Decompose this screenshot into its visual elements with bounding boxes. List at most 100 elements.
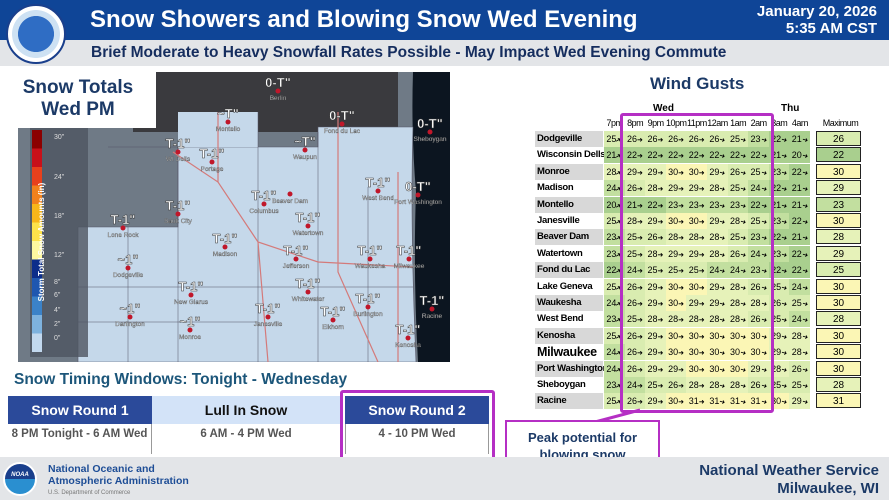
city-name: Monroe xyxy=(179,334,201,341)
location-dot xyxy=(209,159,215,165)
gust-cell: 26➜ xyxy=(645,131,666,147)
city-name: Burlington xyxy=(353,311,383,318)
gust-value: 24 xyxy=(709,265,720,276)
location-dot xyxy=(305,289,311,295)
wind-row: Watertown 23➜ 25➜ 28➜ 29➜ 29➜ 28➜ 26➜ 24➜ 23➜ 22➜ 2… xyxy=(535,245,861,262)
gust-value: 29 xyxy=(647,396,658,407)
snow-amount: 0-T" xyxy=(405,179,431,194)
gust-value: 29 xyxy=(709,216,720,226)
legend-swatch xyxy=(32,315,42,334)
gust-cell: 28➜ xyxy=(665,311,687,328)
wind-direction-arrow-icon: ➜ xyxy=(636,219,643,226)
gust-cell: 25➜ xyxy=(604,213,625,229)
gust-value: 22 xyxy=(606,265,617,276)
timing-title: Snow Timing Windows: Tonight - Wednesday xyxy=(14,371,348,388)
gust-value: 29 xyxy=(647,216,658,226)
wind-direction-arrow-icon: ➜ xyxy=(636,202,643,210)
gust-value: 28 xyxy=(709,314,720,325)
gust-cell: 22➜ xyxy=(686,147,707,164)
snow-amount: T-1" xyxy=(166,136,191,151)
gust-cell: 29➜ xyxy=(665,360,687,377)
gust-cell: 29➜ xyxy=(645,393,666,410)
gust-cell: 29➜ xyxy=(707,295,728,311)
wind-direction-arrow-icon: ➜ xyxy=(636,383,643,390)
gust-cell: 26➜ xyxy=(624,295,646,311)
location-dot xyxy=(339,121,345,127)
max-gust: 28 xyxy=(816,229,861,245)
gust-value: 29 xyxy=(771,347,782,358)
city-name: Whitewater xyxy=(292,296,325,303)
snow-amount: T-1" xyxy=(179,279,204,294)
gust-value: 28 xyxy=(729,216,740,226)
gust-value: 30 xyxy=(688,330,699,341)
gust-value: 22 xyxy=(771,134,782,144)
gust-cell: 26➜ xyxy=(665,377,687,393)
gust-value: 25 xyxy=(791,380,802,390)
station-name: Madison xyxy=(535,180,603,197)
snow-amount: T-1" xyxy=(296,210,321,225)
gust-cell: 30➜ xyxy=(727,344,749,361)
gust-value: 25 xyxy=(729,134,740,144)
wind-direction-arrow-icon: ➜ xyxy=(636,284,643,292)
map-location: ~1" Darlington xyxy=(115,301,145,328)
legend-tick: 12" xyxy=(54,252,65,259)
timing-body-lull: 6 AM - 4 PM Wed xyxy=(200,428,292,440)
wind-row: Racine 25➜ 26➜ 29➜ 30➜ 31➜ 31➜ 31➜ 31➜ 30➜ 29➜ 31 xyxy=(535,393,861,410)
gust-cell: 29➜ xyxy=(645,213,666,229)
gust-value: 22 xyxy=(729,150,740,161)
wind-direction-arrow-icon: ➜ xyxy=(698,169,705,177)
wind-direction-arrow-icon: ➜ xyxy=(657,251,664,259)
wind-direction-arrow-icon: ➜ xyxy=(657,284,664,292)
gust-cell: 29➜ xyxy=(789,393,810,410)
city-name: WI Dells xyxy=(166,156,191,163)
gust-cell: 28➜ xyxy=(686,311,707,328)
legend-swatch xyxy=(32,185,42,204)
city-name: Fond du Lac xyxy=(324,128,361,135)
city-name: Watertown xyxy=(293,230,324,237)
gust-value: 31 xyxy=(750,396,761,407)
gust-cell: 22➜ xyxy=(645,196,666,213)
gust-cell: 25➜ xyxy=(727,229,749,246)
gust-value: 25 xyxy=(606,281,617,292)
gust-value: 21 xyxy=(791,232,802,243)
location-dot xyxy=(127,314,133,320)
gust-value: 22 xyxy=(791,265,802,276)
max-gust: 28 xyxy=(816,311,861,327)
gust-value: 22 xyxy=(771,265,782,276)
city-name: West Bend xyxy=(362,195,394,202)
wind-direction-arrow-icon: ➜ xyxy=(657,219,664,226)
station-name: Watertown xyxy=(535,245,603,262)
gust-value: 30 xyxy=(688,166,699,177)
gust-value: 23 xyxy=(606,232,617,243)
snow-amount: ~T" xyxy=(294,134,316,149)
gust-value: 30 xyxy=(668,216,679,226)
wind-row: Beaver Dam 23➜ 25➜ 26➜ 28➜ 28➜ 28➜ 25➜ 23➜ 22➜ 21➜… xyxy=(535,229,861,246)
city-name: Kenosha xyxy=(395,342,421,349)
snow-amount: T-1" xyxy=(420,293,445,308)
wind-direction-arrow-icon: ➜ xyxy=(657,366,664,374)
gust-value: 26 xyxy=(791,363,802,374)
gust-value: 28 xyxy=(729,298,740,308)
map-title: Snow Totals Wed PM xyxy=(0,70,156,128)
gust-value: 26 xyxy=(626,298,637,308)
timing-header-round2: Snow Round 2 xyxy=(345,396,489,424)
gust-cell: 28➜ xyxy=(727,295,749,311)
gust-cell: 24➜ xyxy=(727,262,749,279)
legend-tick: 8" xyxy=(54,279,61,286)
max-gust: 30 xyxy=(816,344,861,360)
snow-totals-map: 30" 24" 18" 12" 8" 6" 4" 2" 0" Storm Total Snow … xyxy=(18,72,450,362)
gust-cell: 29➜ xyxy=(645,278,666,295)
max-gust: 30 xyxy=(816,327,861,343)
gust-cell: 26➜ xyxy=(789,360,810,377)
wind-direction-arrow-icon: ➜ xyxy=(678,186,685,194)
gust-value: 22 xyxy=(709,150,720,161)
max-gust: 31 xyxy=(816,393,861,409)
header-bar xyxy=(0,0,889,40)
gust-value: 23 xyxy=(771,166,782,177)
station-name: Sheboygan xyxy=(535,377,603,393)
wind-direction-arrow-icon: ➜ xyxy=(698,284,705,292)
gust-cell: 21➜ xyxy=(789,196,810,213)
gust-cell: 30➜ xyxy=(665,213,687,229)
gust-cell: 31➜ xyxy=(686,393,707,410)
gust-value: 31 xyxy=(709,396,720,407)
